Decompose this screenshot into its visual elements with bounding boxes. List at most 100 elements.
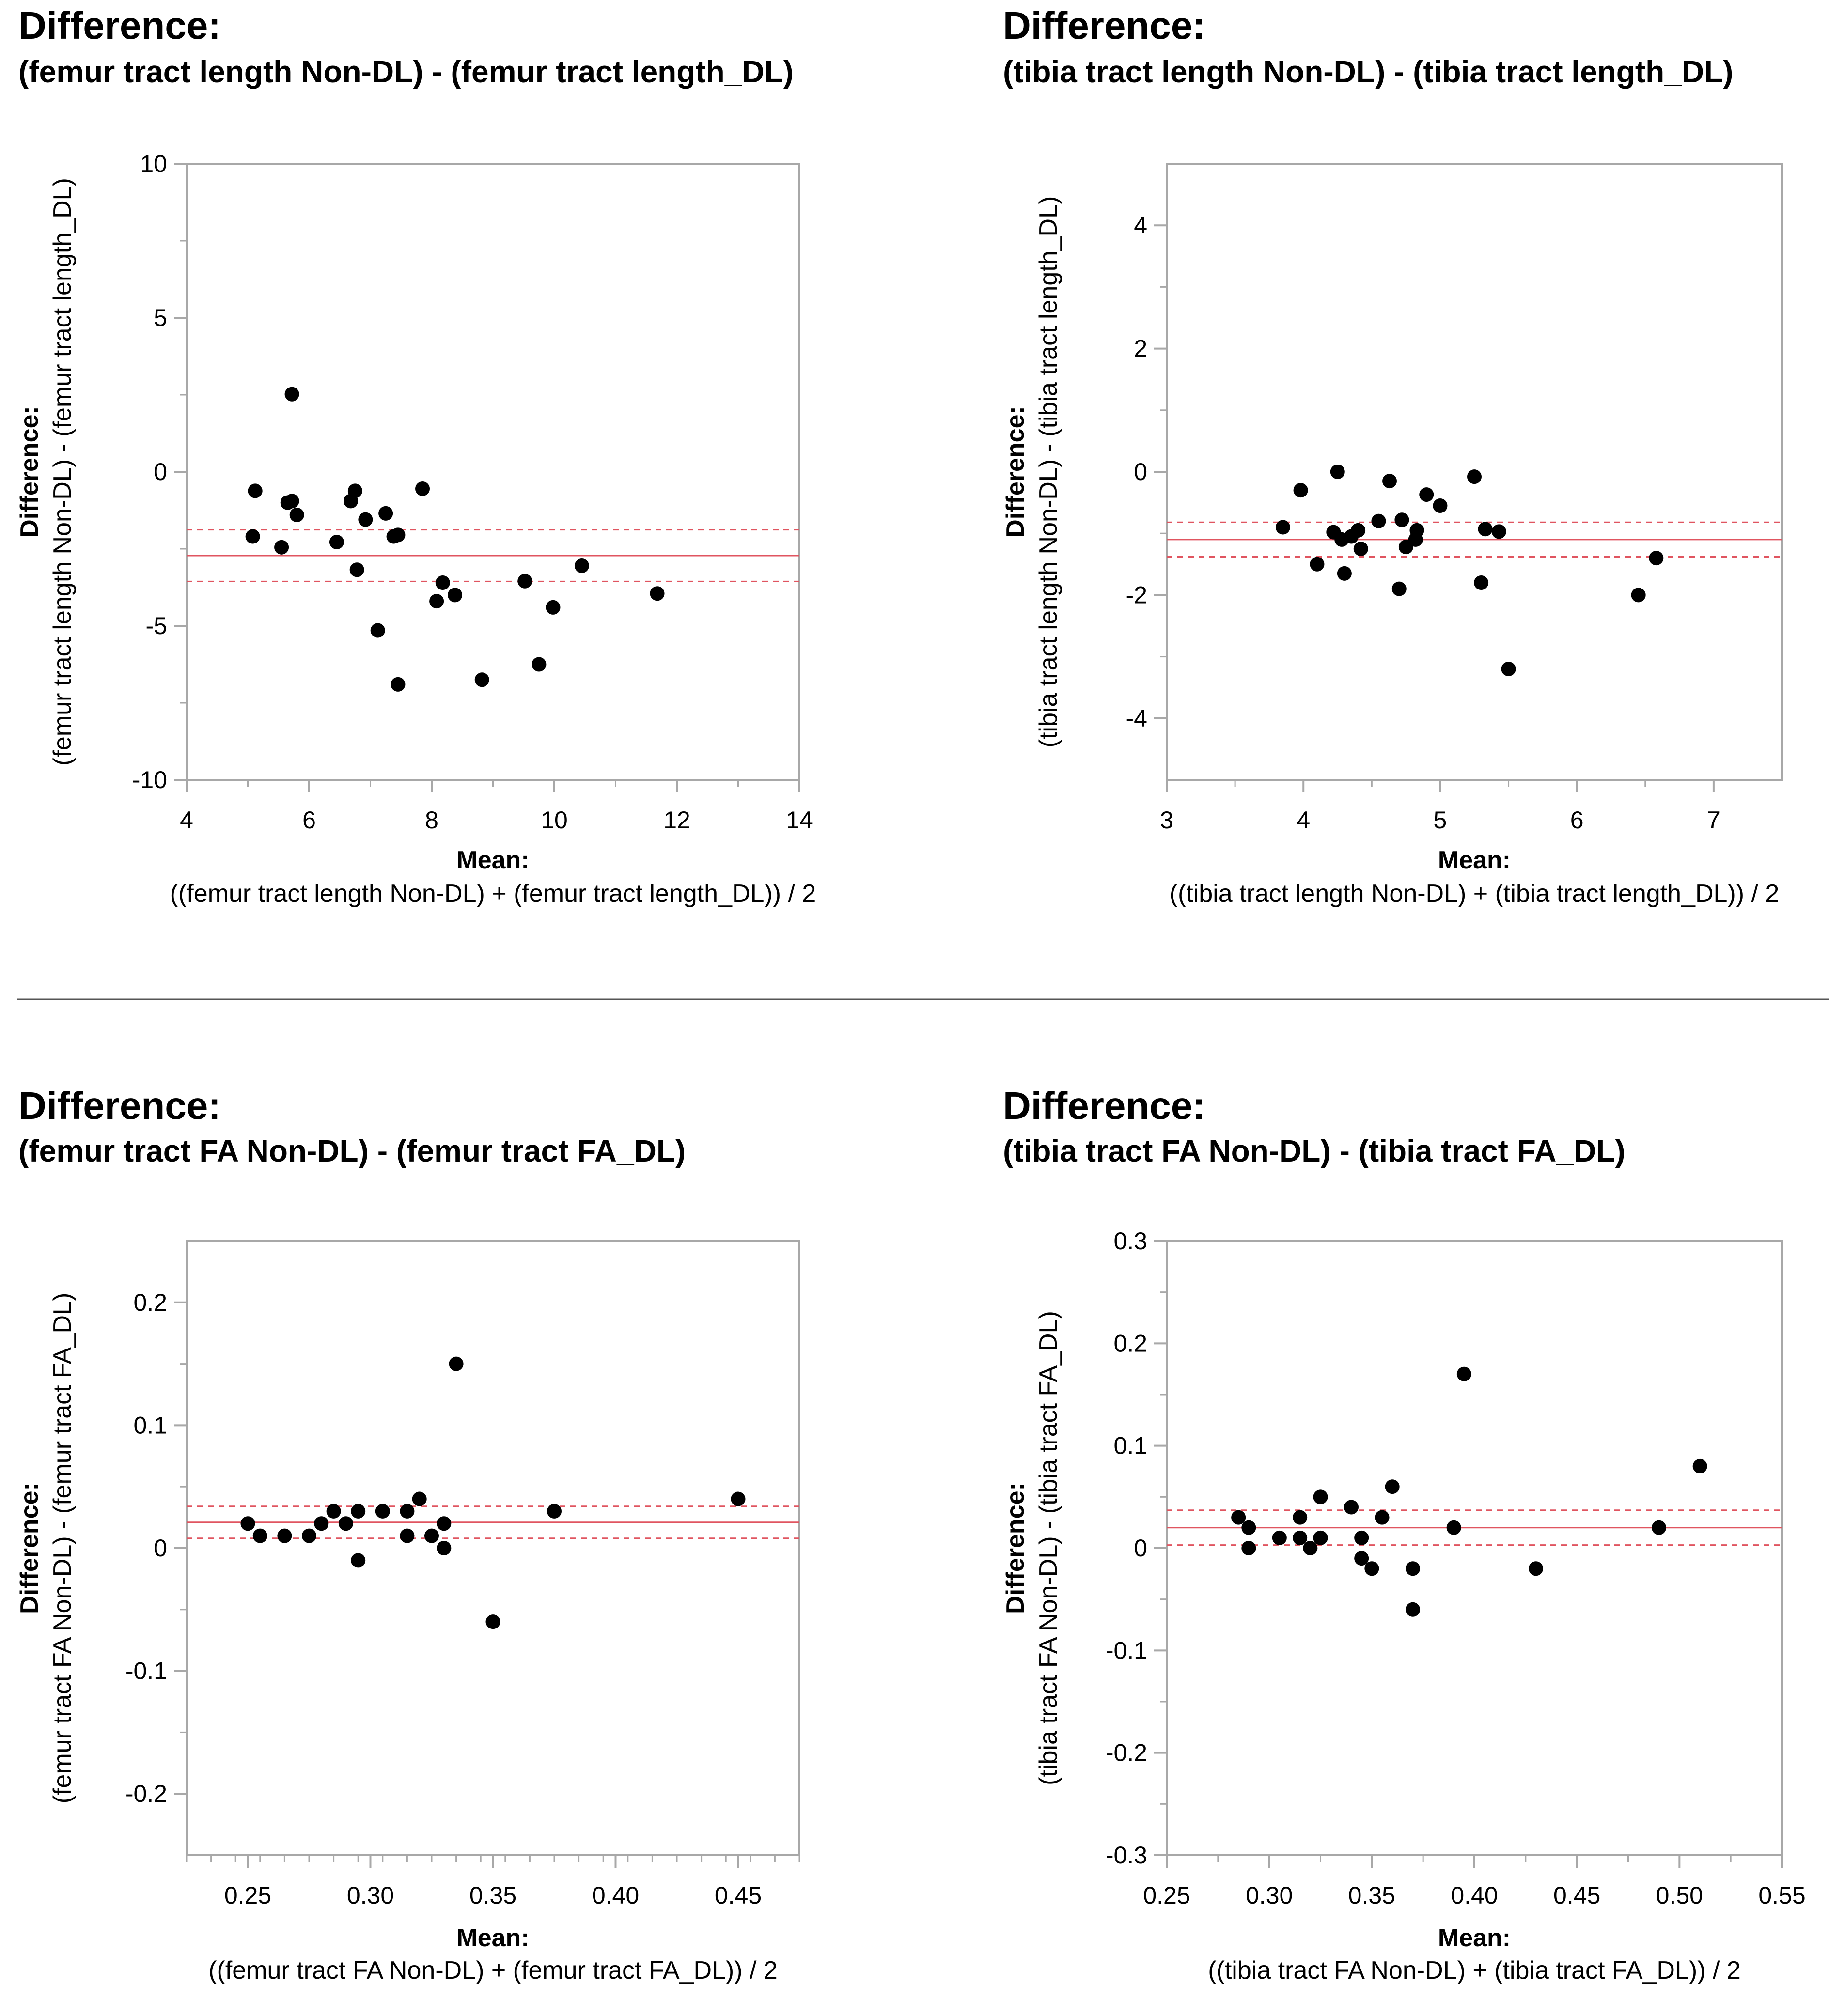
data-point xyxy=(1382,474,1397,489)
data-point xyxy=(274,540,289,555)
y-axis-label: (femur tract FA Non-DL) - (femur tract F… xyxy=(48,1293,77,1804)
data-point xyxy=(400,1504,415,1519)
data-point xyxy=(1364,1561,1379,1576)
x-tick-label: 12 xyxy=(663,806,690,834)
x-axis-label: ((tibia tract length Non-DL) + (tibia tr… xyxy=(1170,880,1780,908)
chart-title: Difference: xyxy=(1003,4,1205,47)
data-point xyxy=(370,623,385,638)
data-point xyxy=(391,677,406,692)
data-point xyxy=(1409,523,1424,538)
data-point xyxy=(1474,575,1489,590)
x-tick-label: 6 xyxy=(1570,806,1584,834)
data-point xyxy=(245,529,260,544)
data-point xyxy=(302,1528,316,1543)
x-tick-label: 0.35 xyxy=(469,1882,516,1909)
y-tick-label: -2 xyxy=(1126,581,1147,608)
x-axis-label: ((femur tract length Non-DL) + (femur tr… xyxy=(170,880,816,908)
data-point xyxy=(1293,1530,1308,1545)
y-tick-label: -0.3 xyxy=(1106,1842,1147,1869)
x-tick-label: 0.40 xyxy=(592,1882,639,1909)
data-point xyxy=(1310,557,1325,572)
x-axis-label-head: Mean: xyxy=(1438,846,1511,874)
y-axis-label: (tibia tract FA Non-DL) - (tibia tract F… xyxy=(1034,1311,1063,1785)
y-tick-label: 10 xyxy=(140,150,167,177)
data-point xyxy=(378,506,393,521)
plot-frame xyxy=(186,163,800,781)
y-axis-label-head: Difference: xyxy=(16,1482,44,1614)
data-point xyxy=(1446,1520,1461,1535)
data-point xyxy=(1649,551,1664,566)
chart-subtitle: (femur tract FA Non-DL) - (femur tract F… xyxy=(18,1133,686,1168)
data-point xyxy=(1529,1561,1543,1576)
data-point xyxy=(424,1528,439,1543)
data-point xyxy=(240,1516,255,1531)
x-tick-label: 0.55 xyxy=(1758,1882,1805,1909)
data-point xyxy=(546,600,561,615)
data-point xyxy=(358,512,373,527)
data-point xyxy=(415,481,430,496)
data-point xyxy=(1631,588,1646,603)
data-point xyxy=(1330,465,1345,479)
x-tick-label: 7 xyxy=(1707,806,1720,834)
data-point xyxy=(1303,1541,1318,1555)
data-point xyxy=(1391,581,1407,596)
data-point xyxy=(1231,1510,1246,1525)
y-tick-label: -0.1 xyxy=(1106,1637,1147,1664)
data-point xyxy=(347,483,362,498)
y-tick-label: 0.1 xyxy=(133,1411,167,1439)
data-point xyxy=(400,1528,415,1543)
data-point xyxy=(1241,1520,1256,1535)
chart-title: Difference: xyxy=(18,1084,221,1127)
y-axis-label-head: Difference: xyxy=(1001,1482,1030,1614)
y-tick-label: -5 xyxy=(146,612,167,639)
data-point xyxy=(1293,1510,1308,1525)
data-point xyxy=(349,562,364,577)
data-point xyxy=(437,1516,452,1531)
y-tick-label: 5 xyxy=(154,304,167,331)
y-tick-label: 0.2 xyxy=(1113,1330,1147,1357)
y-tick-label: 0.2 xyxy=(133,1289,167,1316)
x-tick-label: 0.50 xyxy=(1656,1882,1703,1909)
x-tick-label: 5 xyxy=(1434,806,1447,834)
data-point xyxy=(252,1528,267,1543)
data-point xyxy=(448,588,463,603)
data-point xyxy=(485,1614,500,1629)
data-point xyxy=(1394,512,1409,527)
data-point xyxy=(1313,1530,1328,1545)
x-axis-label: ((femur tract FA Non-DL) + (femur tract … xyxy=(208,1956,778,1985)
x-tick-label: 0.30 xyxy=(1246,1882,1293,1909)
y-tick-label: -0.2 xyxy=(125,1780,167,1807)
x-axis-label-head: Mean: xyxy=(456,1924,529,1952)
x-axis-label-head: Mean: xyxy=(1438,1924,1511,1952)
x-tick-label: 6 xyxy=(302,806,316,834)
x-tick-label: 14 xyxy=(786,806,813,834)
chart-subtitle: (tibia tract length Non-DL) - (tibia tra… xyxy=(1003,54,1733,89)
data-point xyxy=(1371,513,1386,528)
data-point xyxy=(1385,1479,1400,1494)
x-tick-label: 0.30 xyxy=(347,1882,394,1909)
data-point xyxy=(532,657,547,672)
data-point xyxy=(248,483,263,498)
data-point xyxy=(277,1528,292,1543)
data-point xyxy=(375,1504,390,1519)
data-point xyxy=(1406,1602,1420,1617)
y-tick-label: -10 xyxy=(132,766,167,793)
data-point xyxy=(284,494,299,509)
x-tick-label: 0.25 xyxy=(1143,1882,1190,1909)
x-tick-label: 4 xyxy=(1297,806,1310,834)
y-axis-label: (femur tract length Non-DL) - (femur tra… xyxy=(48,178,77,766)
data-point xyxy=(326,1504,341,1519)
data-point xyxy=(1293,483,1308,498)
data-point xyxy=(1275,520,1290,535)
y-tick-label: 0 xyxy=(1134,1535,1147,1562)
data-point xyxy=(351,1553,366,1568)
chart-title: Difference: xyxy=(18,4,221,47)
data-point xyxy=(338,1516,353,1531)
data-point xyxy=(435,575,450,590)
data-point xyxy=(1354,1551,1369,1566)
data-point xyxy=(329,535,344,550)
x-tick-label: 0.40 xyxy=(1451,1882,1498,1909)
y-tick-label: 0 xyxy=(154,458,167,485)
data-point xyxy=(1344,1500,1359,1515)
x-tick-label: 0.45 xyxy=(1553,1882,1600,1909)
